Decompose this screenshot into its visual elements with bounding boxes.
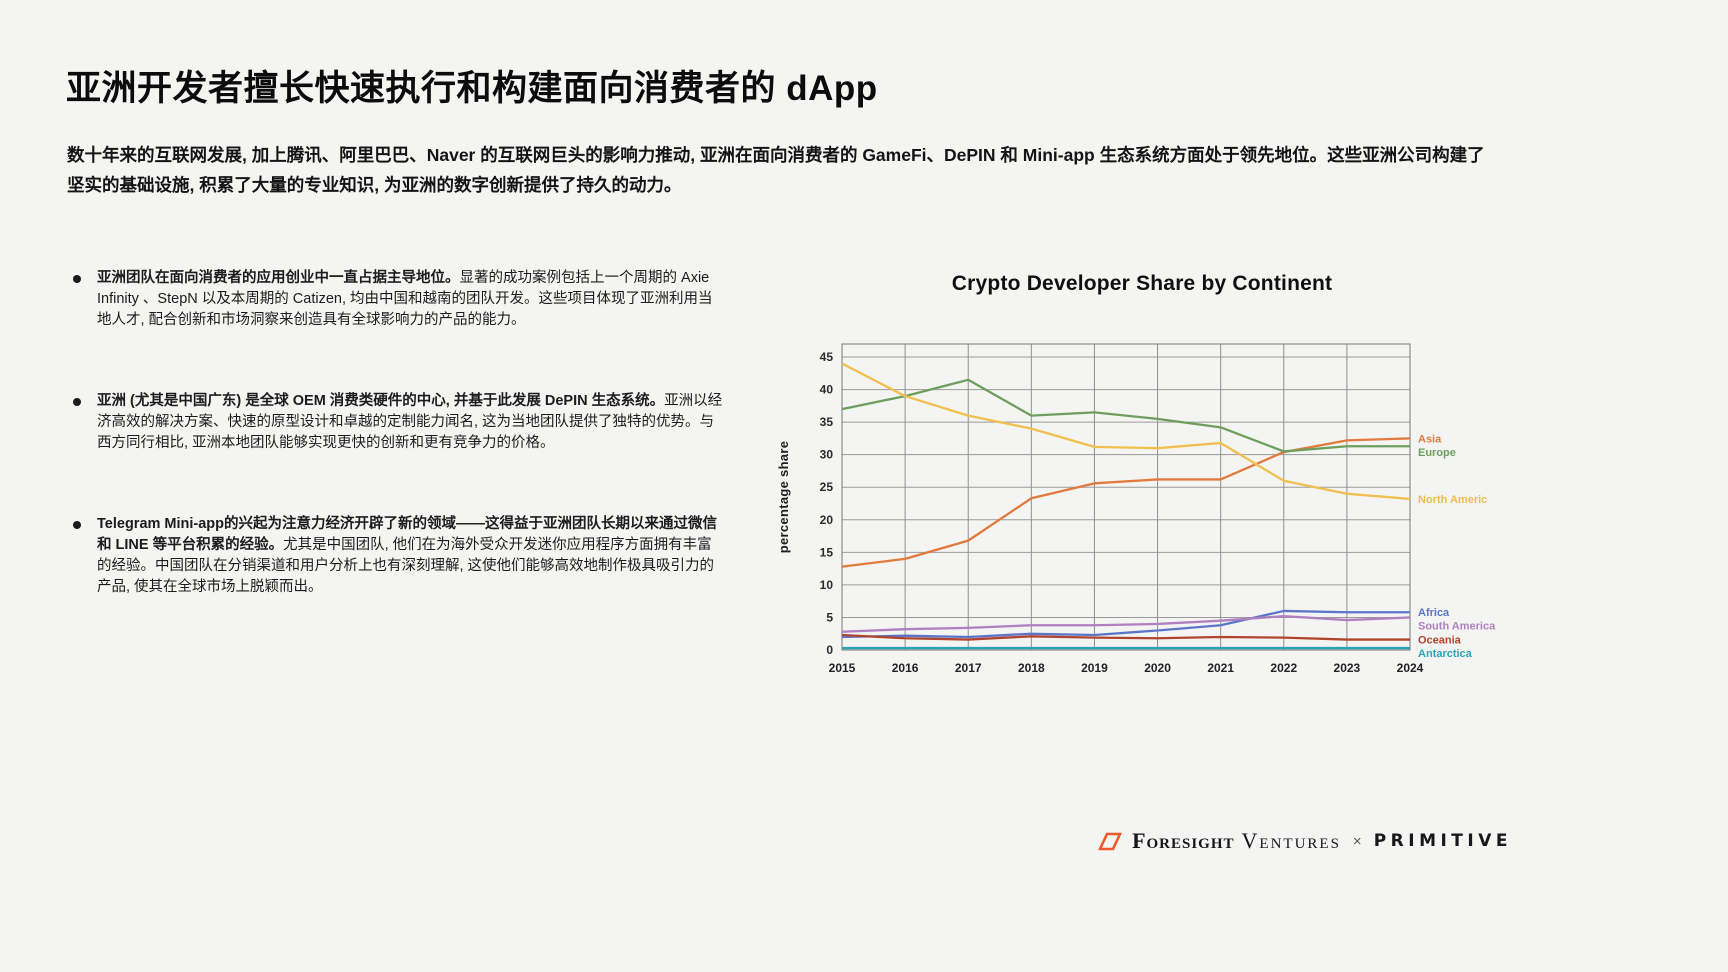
bullet-lead: 亚洲团队在面向消费者的应用创业中一直占据主导地位。 bbox=[97, 270, 460, 286]
foresight-wordmark: Foresight Ventures bbox=[1132, 828, 1341, 854]
series-line-north-america bbox=[841, 362, 1411, 501]
x-tick-label: 2020 bbox=[1144, 661, 1171, 675]
bullet-body: 尤其是中国团队, 他们在为海外受众开发迷你应用程序方面拥有丰富的经验。中国团队在… bbox=[97, 537, 715, 595]
bullet-item-consumer-apps: 亚洲团队在面向消费者的应用创业中一直占据主导地位。显著的成功案例包括上一个周期的… bbox=[73, 268, 723, 331]
x-tick-label: 2016 bbox=[892, 661, 919, 675]
y-tick-label: 15 bbox=[820, 545, 834, 559]
x-tick-label: 2023 bbox=[1334, 661, 1361, 675]
legend-label: Asia bbox=[1418, 433, 1442, 445]
series-line-asia bbox=[841, 437, 1411, 568]
page-title: 亚洲开发者擅长快速执行和构建面向消费者的 dApp bbox=[66, 69, 878, 108]
y-tick-label: 40 bbox=[820, 383, 834, 397]
primitive-wordmark: PRIMITIVE bbox=[1373, 831, 1512, 851]
series-line-europe bbox=[841, 378, 1410, 453]
y-tick-label: 45 bbox=[820, 350, 834, 364]
bullet-marker-icon bbox=[73, 275, 81, 283]
bullet-marker-icon bbox=[73, 398, 81, 406]
bullet-body: 显著的成功案例包括上一个周期的 Axie Infinity 、StepN 以及本… bbox=[97, 270, 713, 328]
y-tick-label: 5 bbox=[826, 610, 833, 624]
crypto-developer-share-chart: Crypto Developer Share by Continent 0 5 10… bbox=[768, 272, 1516, 691]
y-tick-label: 25 bbox=[820, 480, 834, 494]
bullet-marker-icon bbox=[73, 521, 81, 529]
series-line-africa bbox=[841, 609, 1410, 639]
series-line-oceania bbox=[841, 633, 1410, 641]
x-tick-label: 2021 bbox=[1207, 661, 1234, 675]
footer-logos: Foresight Ventures × PRIMITIVE bbox=[1098, 828, 1512, 854]
legend-label: Oceania bbox=[1418, 635, 1462, 647]
x-tick-label: 2022 bbox=[1270, 661, 1297, 675]
cross-separator-icon: × bbox=[1352, 832, 1362, 850]
x-tick-label: 2024 bbox=[1397, 661, 1424, 675]
x-tick-label: 2018 bbox=[1018, 661, 1045, 675]
y-tick-label: 10 bbox=[820, 578, 834, 592]
bullet-item-telegram-miniapp: Telegram Mini-app的兴起为注意力经济开辟了新的领域——这得益于亚… bbox=[73, 514, 723, 598]
legend-label: Antarctica bbox=[1418, 648, 1473, 660]
y-axis-title: percentage share bbox=[776, 441, 791, 553]
bullet-text: Telegram Mini-app的兴起为注意力经济开辟了新的领域——这得益于亚… bbox=[97, 514, 723, 598]
legend-label: South America bbox=[1418, 621, 1496, 633]
legend-label: Africa bbox=[1418, 607, 1450, 619]
y-tick-label: 35 bbox=[820, 415, 834, 429]
bullet-text: 亚洲团队在面向消费者的应用创业中一直占据主导地位。显著的成功案例包括上一个周期的… bbox=[97, 268, 723, 331]
bullet-body: 亚洲以经济高效的解决方案、快速的原型设计和卓越的定制能力闻名, 这为当地团队提供… bbox=[97, 393, 723, 451]
legend-label: Europe bbox=[1418, 447, 1456, 459]
foresight-logo-icon bbox=[1098, 830, 1123, 852]
chart-title: Crypto Developer Share by Continent bbox=[951, 272, 1333, 295]
ventures-text: Ventures bbox=[1241, 828, 1341, 853]
plot-border bbox=[841, 343, 1411, 651]
line-chart-canvas: 0 5 10 15 20 25 30 35 40 45 2015 2016 2017 2018 2019 20… bbox=[776, 343, 1496, 675]
x-tick-label: 2017 bbox=[955, 661, 982, 675]
bullet-list: 亚洲团队在面向消费者的应用创业中一直占据主导地位。显著的成功案例包括上一个周期的… bbox=[73, 268, 723, 658]
bullet-text: 亚洲 (尤其是中国广东) 是全球 OEM 消费类硬件的中心, 并基于此发展 De… bbox=[97, 391, 723, 454]
bullet-lead: Telegram Mini-app的兴起为注意力经济开辟了新的领域——这得益于亚… bbox=[97, 516, 718, 553]
series-line-south-america bbox=[841, 614, 1411, 633]
bullet-item-oem-depin: 亚洲 (尤其是中国广东) 是全球 OEM 消费类硬件的中心, 并基于此发展 De… bbox=[73, 391, 723, 454]
intro-paragraph: 数十年来的互联网发展, 加上腾讯、阿里巴巴、Naver 的互联网巨头的影响力推动… bbox=[67, 145, 1485, 195]
foresight-bold-text: Foresight bbox=[1132, 828, 1235, 853]
y-tick-label: 0 bbox=[826, 643, 833, 657]
y-tick-label: 30 bbox=[820, 448, 834, 462]
y-tick-label: 20 bbox=[820, 513, 834, 527]
legend-label: North Americ bbox=[1418, 494, 1487, 506]
bullet-lead: 亚洲 (尤其是中国广东) 是全球 OEM 消费类硬件的中心, 并基于此发展 De… bbox=[97, 393, 665, 409]
x-tick-label: 2019 bbox=[1081, 661, 1108, 675]
x-tick-label: 2015 bbox=[829, 661, 856, 675]
